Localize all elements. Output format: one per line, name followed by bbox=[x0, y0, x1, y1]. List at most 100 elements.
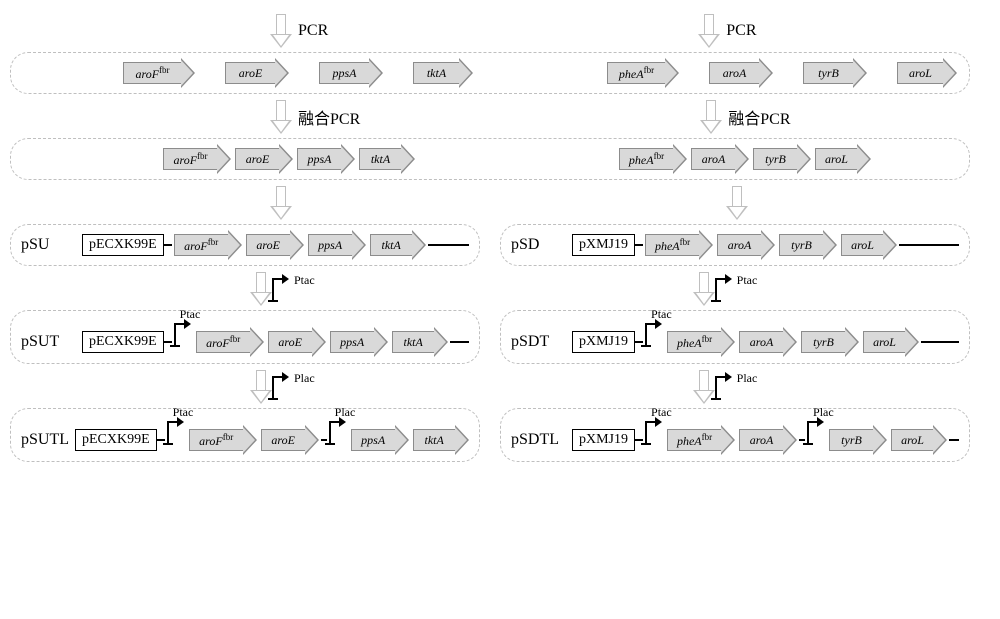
promoter-label: Ptac bbox=[737, 273, 758, 288]
gene-cassette-part1: pheAfbraroA bbox=[665, 428, 799, 452]
promoter-icon bbox=[643, 419, 663, 445]
gene-aroF: aroFfbr bbox=[163, 147, 231, 171]
down-arrow-icon bbox=[270, 100, 290, 134]
gene-cassette: aroFfbraroEppsAtktA bbox=[194, 330, 450, 354]
down-arrow-icon bbox=[693, 272, 713, 306]
step-arrow-row-3 bbox=[10, 184, 970, 222]
step-arrow-row-5: Plac Plac bbox=[10, 368, 970, 406]
gene-aroL: aroL bbox=[891, 428, 947, 452]
promoter-icon bbox=[270, 276, 290, 302]
plasmid-box: pXMJ19 bbox=[572, 234, 635, 256]
promoter-insert-plac: Plac bbox=[270, 374, 315, 400]
construct-label: pSUTL bbox=[21, 431, 69, 449]
gene-aroA: aroA bbox=[691, 147, 749, 171]
promoter-label: Ptac bbox=[294, 273, 315, 288]
gene-aroA: aroA bbox=[739, 330, 797, 354]
step-label-fusion-left: 融合PCR bbox=[298, 105, 360, 129]
gene-aroL: aroL bbox=[897, 61, 957, 85]
promoter-ptac: Ptac bbox=[172, 321, 194, 347]
gene-aroF: aroFfbr bbox=[196, 330, 264, 354]
gene-aroE: aroE bbox=[225, 61, 289, 85]
gene-tktA: tktA bbox=[413, 428, 469, 452]
gene-pheA: pheAfbr bbox=[607, 61, 679, 85]
panel-pSU: pSU pECXK99E aroFfbraroEppsAtktA bbox=[10, 224, 480, 266]
gene-tktA: tktA bbox=[413, 61, 473, 85]
promoter-icon bbox=[165, 419, 185, 445]
gene-group-right: pheAfbraroAtyrBaroL bbox=[605, 61, 959, 85]
panel-individual-genes: aroFfbraroEppsAtktA pheAfbraroAtyrBaroL bbox=[10, 52, 970, 94]
promoter-label: Plac bbox=[335, 405, 356, 420]
gene-tyrB: tyrB bbox=[803, 61, 867, 85]
promoter-icon bbox=[643, 321, 663, 347]
promoter-icon bbox=[713, 374, 733, 400]
gene-aroF: aroFfbr bbox=[174, 233, 242, 257]
gene-tyrB: tyrB bbox=[829, 428, 887, 452]
promoter-plac: Plac bbox=[805, 419, 827, 445]
step-arrow-row-1: PCR PCR bbox=[10, 12, 970, 50]
promoter-label: Ptac bbox=[651, 405, 672, 420]
down-arrow-icon bbox=[698, 14, 718, 48]
gene-ppsA: ppsA bbox=[351, 428, 409, 452]
promoter-icon bbox=[172, 321, 192, 347]
promoter-label: Ptac bbox=[180, 307, 201, 322]
promoter-label: Plac bbox=[737, 371, 758, 386]
gene-pheA: pheAfbr bbox=[667, 330, 735, 354]
promoter-insert-ptac: Ptac bbox=[270, 276, 315, 302]
gene-aroE: aroE bbox=[246, 233, 304, 257]
panel-pSD: pSD pXMJ19 pheAfbraroAtyrBaroL bbox=[500, 224, 970, 266]
gene-tyrB: tyrB bbox=[753, 147, 811, 171]
promoter-ptac: Ptac bbox=[165, 419, 187, 445]
gene-aroA: aroA bbox=[739, 428, 797, 452]
gene-ppsA: ppsA bbox=[297, 147, 355, 171]
gene-aroL: aroL bbox=[815, 147, 871, 171]
gene-tyrB: tyrB bbox=[779, 233, 837, 257]
gene-tktA: tktA bbox=[370, 233, 426, 257]
plasmid-box: pECXK99E bbox=[82, 234, 164, 256]
gene-aroF: aroFfbr bbox=[189, 428, 257, 452]
panel-pSUT: pSUT pECXK99E Ptac aroFfbraroEppsAtktA bbox=[10, 310, 480, 364]
gene-cassette-part1: aroFfbraroE bbox=[187, 428, 321, 452]
down-arrow-icon bbox=[270, 186, 290, 220]
gene-cassette-right: pheAfbraroAtyrBaroL bbox=[617, 147, 873, 171]
plasmid-box: pXMJ19 bbox=[572, 331, 635, 353]
step-label-fusion-right: 融合PCR bbox=[728, 105, 790, 129]
promoter-plac: Plac bbox=[327, 419, 349, 445]
promoter-label: Plac bbox=[813, 405, 834, 420]
gene-tktA: tktA bbox=[359, 147, 415, 171]
gene-aroA: aroA bbox=[717, 233, 775, 257]
panel-pSUTL: pSUTL pECXK99E Ptac aroFfbraroE Plac pps… bbox=[10, 408, 480, 462]
plasmid-box: pECXK99E bbox=[75, 429, 157, 451]
panel-pSDTL: pSDTL pXMJ19 Ptac pheAfbraroA Plac tyrBa… bbox=[500, 408, 970, 462]
down-arrow-icon bbox=[700, 100, 720, 134]
gene-pheA: pheAfbr bbox=[667, 428, 735, 452]
panel-pSDT: pSDT pXMJ19 Ptac pheAfbraroAtyrBaroL bbox=[500, 310, 970, 364]
promoter-icon bbox=[327, 419, 347, 445]
promoter-ptac: Ptac bbox=[643, 419, 665, 445]
step-label-pcr-left: PCR bbox=[298, 22, 328, 40]
promoter-icon bbox=[713, 276, 733, 302]
construct-label: pSU bbox=[21, 236, 76, 254]
gene-ppsA: ppsA bbox=[308, 233, 366, 257]
gene-tktA: tktA bbox=[392, 330, 448, 354]
step-label-pcr-right: PCR bbox=[726, 22, 756, 40]
gene-ppsA: ppsA bbox=[319, 61, 383, 85]
gene-aroL: aroL bbox=[863, 330, 919, 354]
down-arrow-icon bbox=[270, 14, 290, 48]
gene-pheA: pheAfbr bbox=[619, 147, 687, 171]
step-arrow-row-4: Ptac Ptac bbox=[10, 270, 970, 308]
gene-tyrB: tyrB bbox=[801, 330, 859, 354]
construct-label: pSUT bbox=[21, 333, 76, 351]
construct-label: pSDTL bbox=[511, 431, 566, 449]
gene-cassette-part2: tyrBaroL bbox=[827, 428, 949, 452]
plasmid-box: pECXK99E bbox=[82, 331, 164, 353]
gene-cassette: pheAfbraroAtyrBaroL bbox=[665, 330, 921, 354]
gene-aroE: aroE bbox=[268, 330, 326, 354]
gene-aroE: aroE bbox=[261, 428, 319, 452]
promoter-icon bbox=[805, 419, 825, 445]
gene-aroE: aroE bbox=[235, 147, 293, 171]
gene-cassette: pheAfbraroAtyrBaroL bbox=[643, 233, 899, 257]
down-arrow-icon bbox=[726, 186, 746, 220]
gene-cassette-left: aroFfbraroEppsAtktA bbox=[161, 147, 417, 171]
promoter-insert-plac: Plac bbox=[713, 374, 758, 400]
panel-fused-genes: aroFfbraroEppsAtktA pheAfbraroAtyrBaroL bbox=[10, 138, 970, 180]
